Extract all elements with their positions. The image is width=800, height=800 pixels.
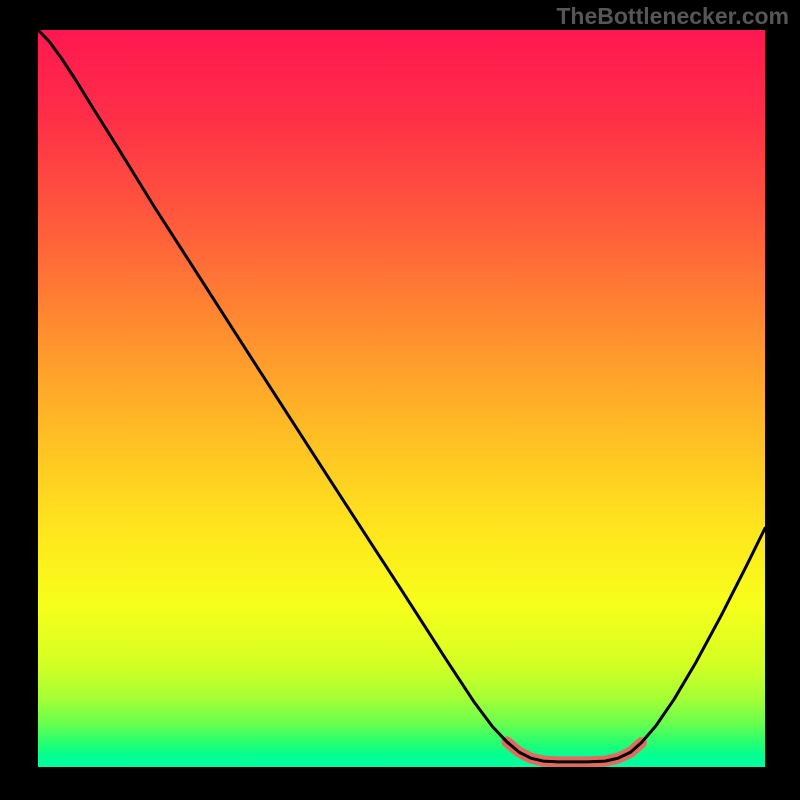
bottleneck-chart [38,30,765,767]
gradient-background [38,30,765,767]
plot-area [38,30,765,767]
chart-frame: TheBottlenecker.com [0,0,800,800]
watermark-text: TheBottlenecker.com [556,3,789,30]
